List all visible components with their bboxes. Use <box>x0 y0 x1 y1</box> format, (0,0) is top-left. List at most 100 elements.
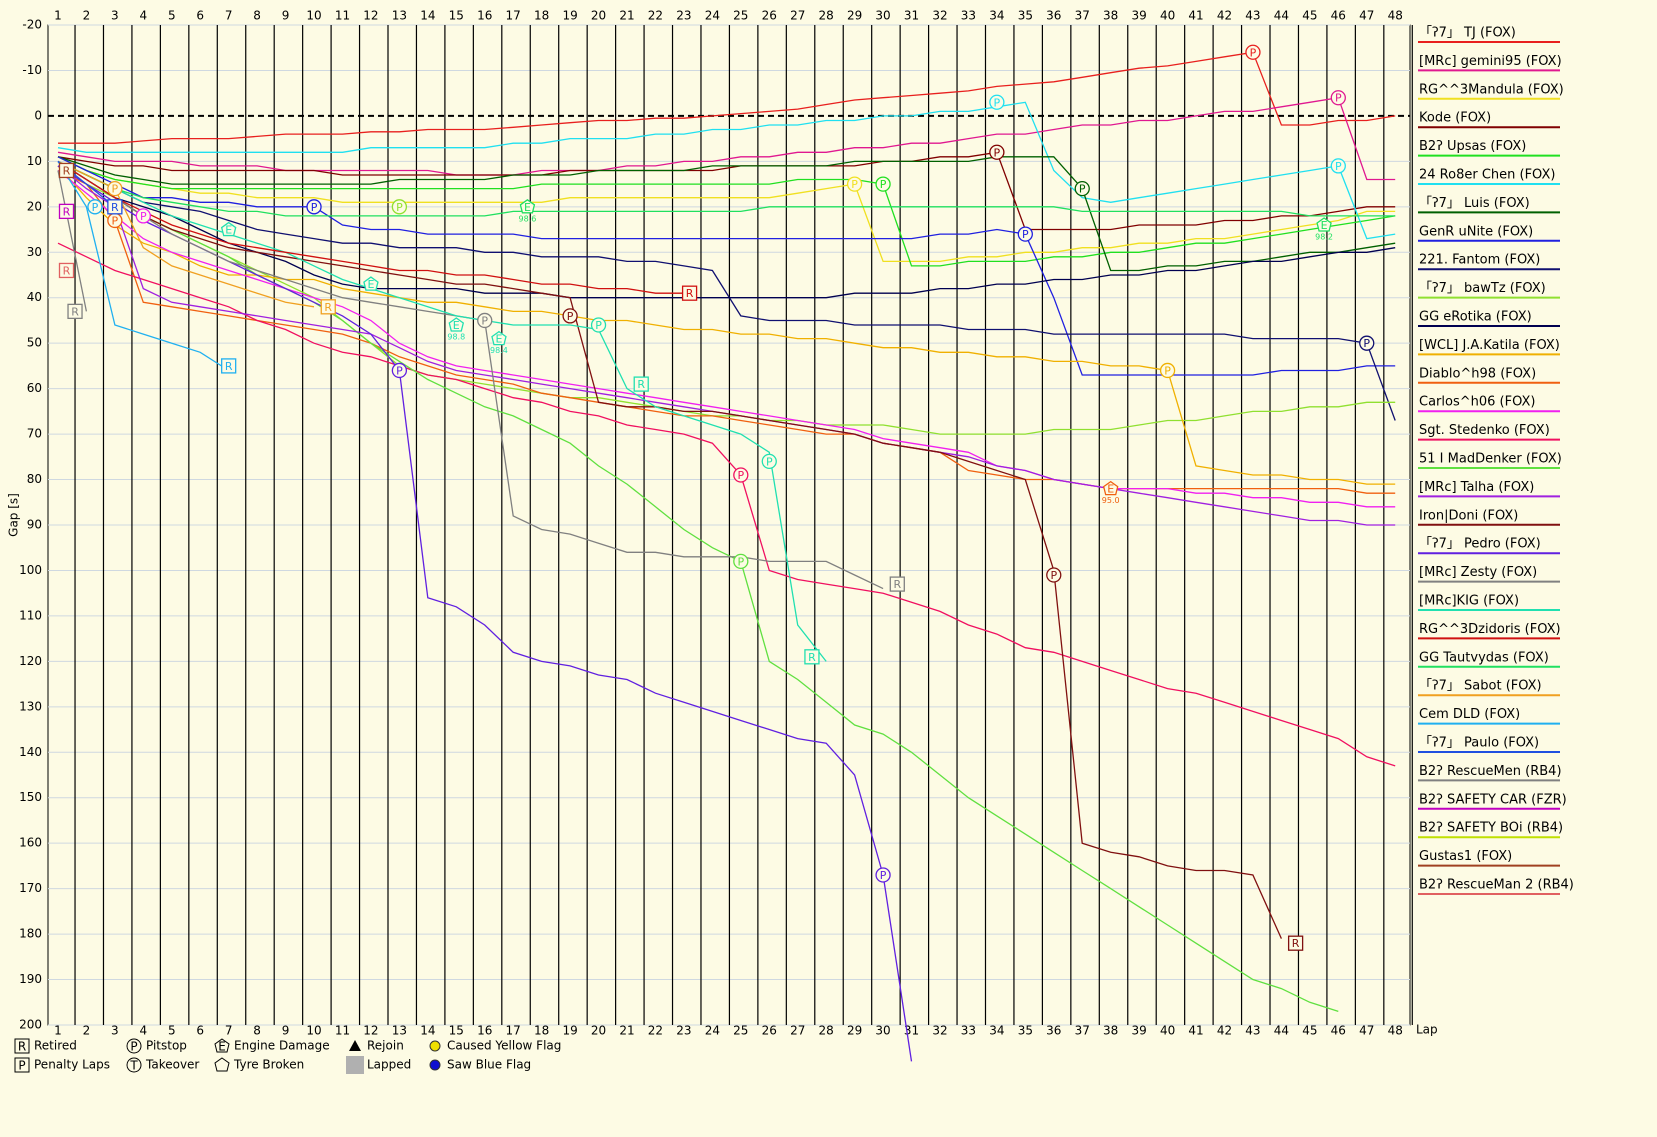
series-line <box>57 242 1396 767</box>
event-marker: P <box>989 144 1005 160</box>
event-marker: E98.2 <box>1315 217 1333 242</box>
y-tick-label: 30 <box>27 245 42 259</box>
event-marker: R <box>889 576 905 592</box>
retired-box <box>67 303 83 320</box>
legend-label: 51 I MadDenker (FOX) <box>1419 452 1562 467</box>
retired-box <box>58 262 75 279</box>
series-line <box>57 160 1396 299</box>
x-tick-label: 11 <box>335 9 350 23</box>
pitstop-circle <box>477 312 493 329</box>
event-label: P <box>1079 183 1086 196</box>
event-label: P <box>396 201 403 214</box>
x-tick-label: 16 <box>477 9 492 23</box>
x-tick-label: 20 <box>591 1024 606 1038</box>
legend-icon <box>214 1057 230 1072</box>
series-line <box>57 156 1396 272</box>
x-tick-label: 34 <box>989 1024 1004 1038</box>
legend-label: B2ʔ SAFETY BOi (RB4) <box>1419 821 1563 836</box>
event-marker: P <box>846 176 863 192</box>
legend-icon-letter: E <box>218 1040 226 1054</box>
x-tick-label: 10 <box>306 9 321 23</box>
x-tick-label: 46 <box>1331 1024 1346 1038</box>
engine-icon <box>448 317 465 332</box>
legend-item-label: Tyre Broken <box>233 1058 304 1072</box>
pitstop-circle <box>306 199 322 215</box>
legend-label: Carlos^h06 (FOX) <box>1419 395 1535 410</box>
legend-item: P Penalty Laps <box>14 1057 110 1073</box>
x-tick-label: 28 <box>819 1024 834 1038</box>
event-marker: R <box>320 299 336 315</box>
event-label: P <box>1363 337 1370 350</box>
x-tick-label: 12 <box>363 1024 378 1038</box>
x-tick-label: 42 <box>1217 9 1232 23</box>
y-tick-label: 10 <box>27 154 42 168</box>
event-marker: E98.4 <box>490 330 508 355</box>
x-tick-label: 40 <box>1160 9 1175 23</box>
pitstop-circle <box>989 144 1005 160</box>
event-marker: E95.0 <box>1102 480 1120 505</box>
event-marker: P <box>989 94 1005 110</box>
event-label: P <box>851 178 858 191</box>
retired-box <box>1287 935 1304 951</box>
legend-item: P Pitstop <box>126 1038 187 1054</box>
x-tick-label: 48 <box>1388 1024 1403 1038</box>
x-tick-label: 10 <box>306 1024 321 1038</box>
x-tick-label: 45 <box>1302 9 1317 23</box>
event-label: P <box>1164 364 1171 377</box>
legend-item: Lapped <box>346 1056 411 1074</box>
legend-item-label: Takeover <box>145 1058 199 1072</box>
legend-label: 「ʔ7」 TJ (FOX) <box>1419 26 1516 41</box>
legend-label: B2ʔ SAFETY CAR (FZR) <box>1419 792 1567 807</box>
event-marker: P <box>391 362 408 379</box>
y-tick-label: 190 <box>19 972 42 986</box>
pitstop-circle <box>1359 335 1375 351</box>
event-label: R <box>808 651 816 664</box>
x-tick-label: 18 <box>534 9 549 23</box>
x-tick-label: 44 <box>1274 9 1289 23</box>
x-tick-label: 35 <box>1018 9 1033 23</box>
event-label: R <box>686 287 694 300</box>
legend-icon-letter: P <box>18 1059 25 1073</box>
event-marker: P <box>391 199 408 215</box>
legend-item: Rejoin <box>349 1039 404 1053</box>
x-tick-label: 46 <box>1331 9 1346 23</box>
pitstop-circle <box>107 180 123 197</box>
y-tick-label: 20 <box>27 199 42 213</box>
x-tick-label: 4 <box>139 9 147 23</box>
legend-icon-letter: R <box>18 1040 26 1054</box>
pitstop-circle <box>391 199 408 215</box>
event-sub: 98.4 <box>490 346 508 355</box>
event-label: P <box>880 869 887 882</box>
engine-icon <box>519 199 536 214</box>
x-tick-label: 47 <box>1359 1024 1374 1038</box>
series-line <box>57 151 1396 231</box>
legend-icon <box>214 1038 230 1053</box>
event-marker: P <box>477 312 493 329</box>
x-tick-label: 48 <box>1388 9 1403 23</box>
event-label: E <box>1107 483 1114 496</box>
x-tick-label: 44 <box>1274 1024 1289 1038</box>
series-line <box>57 160 684 294</box>
event-label: P <box>766 455 773 468</box>
x-tick-label: 2 <box>83 9 91 23</box>
x-tick-label: 15 <box>449 1024 464 1038</box>
event-label: P <box>737 555 744 568</box>
pitstop-circle <box>733 553 749 570</box>
x-tick-label: 29 <box>847 9 862 23</box>
y-tick-label: 70 <box>27 427 42 441</box>
y-tick-label: 100 <box>19 563 42 577</box>
pitstop-circle <box>590 317 607 333</box>
legend-item: Saw Blue Flag <box>429 1058 531 1072</box>
x-tick-label: 17 <box>506 1024 521 1038</box>
y-tick-label: 120 <box>19 654 42 668</box>
pitstop-circle <box>1046 567 1062 583</box>
y-axis-label: Gap [s] <box>7 493 21 537</box>
engine-icon <box>491 330 507 346</box>
x-tick-label: 15 <box>449 9 464 23</box>
event-label: R <box>111 201 119 214</box>
event-label: E <box>1321 219 1328 232</box>
x-tick-label: 26 <box>762 1024 777 1038</box>
x-tick-label: 27 <box>790 9 805 23</box>
legend-label: Gustas1 (FOX) <box>1419 849 1512 864</box>
legend-label: 「ʔ7」 Paulo (FOX) <box>1419 736 1539 751</box>
